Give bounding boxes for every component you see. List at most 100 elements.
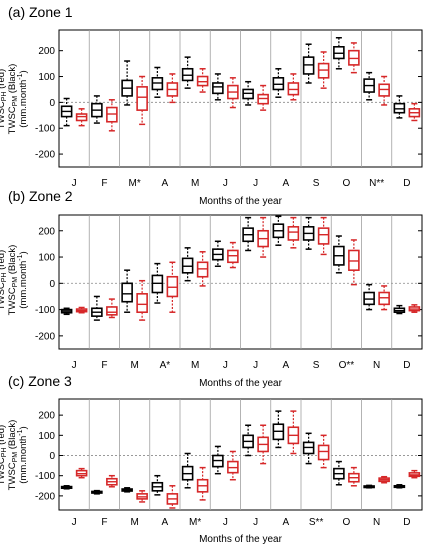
box-pm <box>272 68 285 98</box>
box-pm <box>60 485 73 490</box>
month-label: J <box>253 517 258 528</box>
month-label: M* <box>129 178 141 189</box>
box-ph <box>257 84 269 111</box>
box-ph <box>378 475 390 484</box>
month-label: J <box>72 178 77 189</box>
box-pm <box>60 97 73 127</box>
box-iqr <box>136 86 148 111</box>
y-tick-label: 100 <box>38 253 55 264</box>
box-pm <box>393 95 406 119</box>
box-pm <box>181 56 194 89</box>
box-ph <box>348 466 360 487</box>
box-pm <box>272 410 285 449</box>
month-label: J <box>253 360 258 371</box>
box-ph <box>348 42 360 74</box>
box-pm <box>121 487 133 493</box>
box-ph <box>136 279 148 321</box>
y-tick-label: -100 <box>35 471 55 482</box>
y-tick-label: 200 <box>38 46 55 57</box>
box-ph <box>227 241 239 269</box>
month-label: D <box>403 360 410 371</box>
month-label: S <box>313 178 320 189</box>
y-tick-label: 0 <box>49 279 55 290</box>
box-pm <box>91 489 103 495</box>
panel-zone-2: (b) Zone 2 200 100 0 -100 -200 J F M A* M J J A S O** N D… <box>0 188 423 389</box>
box-pm <box>212 240 224 267</box>
month-label: M <box>130 517 138 528</box>
box-iqr <box>212 82 224 95</box>
box-ph <box>408 102 421 122</box>
box-ph <box>166 73 179 104</box>
month-label: D <box>403 178 410 189</box>
box-ph <box>317 434 330 469</box>
month-label: A <box>283 178 290 189</box>
box-iqr <box>287 226 300 241</box>
y-axis-title: TWSCPH (red)TWSCPM (Black)(mm.month-1) <box>0 245 29 316</box>
box-pm <box>333 235 345 274</box>
panel-title: (b) Zone 2 <box>8 188 73 204</box>
box-pm <box>302 43 315 84</box>
box-pm <box>393 484 406 489</box>
panel-zone-3: (c) Zone 3 200 100 0 -100 -200 J F M A M* J J A S** O N D… <box>0 373 423 545</box>
box-ph <box>196 251 209 287</box>
month-label: A* <box>160 360 171 371</box>
y-tick-label: 100 <box>38 72 55 83</box>
box-ph <box>287 73 300 101</box>
month-label: O <box>342 178 350 189</box>
box-iqr <box>121 282 133 303</box>
box-ph <box>408 469 421 479</box>
box-pm <box>363 71 375 101</box>
box-pm <box>363 283 375 311</box>
y-axis-title: TWSCPH (red)TWSCPM (Black)(mm.month-1) <box>0 420 29 491</box>
box-ph <box>196 466 209 501</box>
box-iqr <box>136 293 148 314</box>
box-pm <box>272 215 285 246</box>
box-pm <box>181 452 194 489</box>
x-axis-title: Months of the year <box>199 534 282 545</box>
box-ph <box>378 285 390 311</box>
month-label: D <box>403 517 410 528</box>
box-pm <box>212 445 224 475</box>
box-ph <box>75 306 88 314</box>
box-ph <box>348 239 360 286</box>
month-label: F <box>101 178 107 189</box>
month-label: J <box>223 360 228 371</box>
y-tick-label: 0 <box>49 451 55 462</box>
month-label: N <box>373 360 380 371</box>
box-ph <box>408 304 421 313</box>
y-tick-label: -200 <box>35 491 55 502</box>
month-label: N** <box>369 178 384 189</box>
y-axis-title: TWSCPH (red)TWSCPM (Black)(mm.month-1) <box>0 64 29 135</box>
month-label: M <box>130 360 138 371</box>
box-pm <box>60 307 73 316</box>
month-label: A <box>162 517 169 528</box>
month-label: N <box>373 517 380 528</box>
x-axis-title: Months of the year <box>199 196 282 207</box>
box-ph <box>106 474 118 488</box>
y-tick-label: -200 <box>35 150 55 161</box>
box-iqr <box>317 227 330 245</box>
y-tick-label: 0 <box>49 98 55 109</box>
box-ph <box>317 216 330 256</box>
box-pm <box>121 60 133 106</box>
panel-title: (a) Zone 1 <box>8 4 73 20</box>
box-pm <box>393 304 406 315</box>
box-pm <box>333 37 345 70</box>
month-label: J <box>72 360 77 371</box>
box-pm <box>91 295 103 321</box>
box-ph <box>196 68 209 93</box>
month-label: F <box>101 517 107 528</box>
box-ph <box>287 216 300 249</box>
month-label: A <box>283 360 290 371</box>
box-ph <box>166 485 179 509</box>
box-ph <box>317 51 330 89</box>
box-ph <box>227 450 239 481</box>
month-label: O** <box>339 360 355 371</box>
month-label: M <box>191 360 199 371</box>
box-pm <box>302 432 315 465</box>
month-label: O <box>342 517 350 528</box>
panel-title: (c) Zone 3 <box>8 373 72 389</box>
month-label: F <box>101 360 107 371</box>
box-ph <box>257 216 269 258</box>
